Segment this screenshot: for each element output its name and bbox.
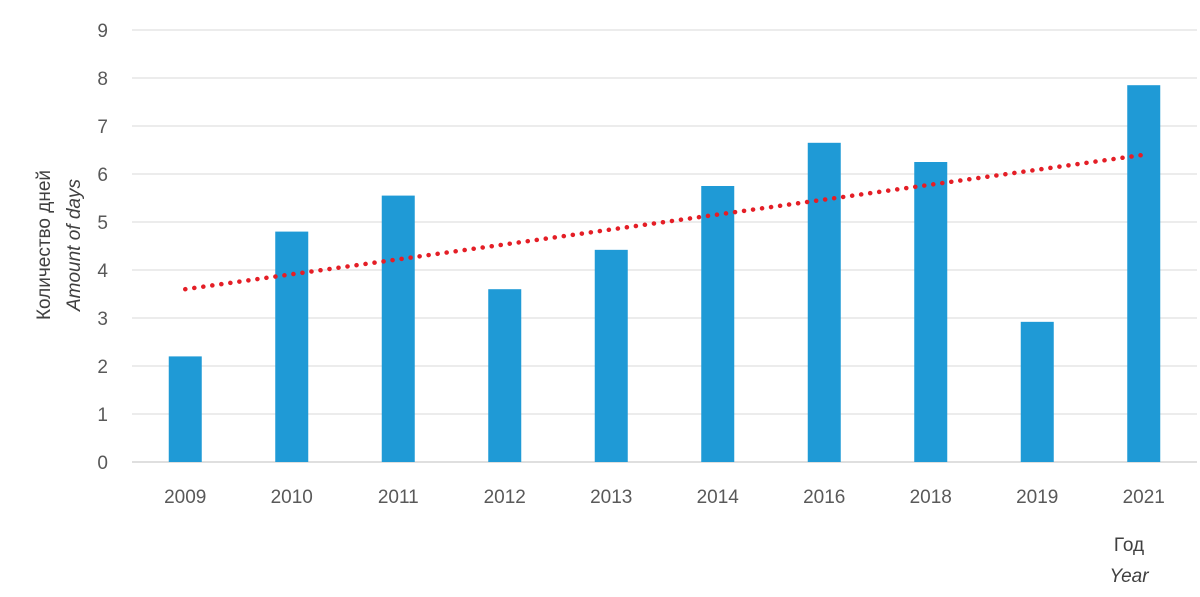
y-tick-label: 5	[97, 213, 108, 234]
x-tick-label: 2018	[910, 487, 952, 508]
bars	[168, 85, 1161, 463]
bar-2009	[168, 356, 202, 462]
bar-2021	[1127, 85, 1161, 462]
x-tick-label: 2012	[484, 487, 526, 508]
bar-2019	[1020, 321, 1054, 462]
x-tick-labels: 2009 2010 2011 2012 2013 2014 2016 2018 2019 2021	[164, 487, 1165, 508]
y-tick-label: 6	[97, 165, 108, 186]
bar-2011	[381, 195, 415, 462]
x-axis-title: Год Year	[1109, 535, 1149, 587]
x-tick-label: 2011	[378, 487, 419, 508]
y-axis-title-en: Amount of days	[64, 178, 85, 312]
x-axis-title-en: Year	[1109, 566, 1149, 587]
x-tick-label: 2010	[271, 487, 313, 508]
x-tick-label: 2016	[803, 487, 845, 508]
y-tick-label: 0	[97, 453, 108, 474]
bar-2016	[807, 142, 841, 463]
bar-2014	[701, 186, 735, 462]
x-tick-label: 2019	[1016, 487, 1058, 508]
y-axis-title-ru: Количество дней	[34, 170, 55, 320]
y-tick-label: 9	[97, 21, 108, 42]
x-tick-label: 2009	[164, 487, 206, 508]
bar-2013	[594, 249, 628, 462]
x-tick-label: 2021	[1123, 487, 1165, 508]
y-tick-label: 1	[97, 405, 108, 426]
y-tick-label: 8	[97, 69, 108, 90]
trendline	[183, 152, 1146, 292]
y-tick-labels: 0 1 2 3 4 5 6 7 8 9	[97, 21, 108, 474]
y-tick-label: 2	[97, 357, 108, 378]
bar-2018	[914, 162, 948, 462]
y-tick-label: 4	[97, 261, 108, 282]
bar-2010	[275, 231, 309, 462]
y-tick-label: 3	[97, 309, 108, 330]
y-axis-title: Количество дней Amount of days	[34, 170, 85, 320]
trendline-dotted	[183, 152, 1146, 292]
x-axis-title-ru: Год	[1114, 535, 1144, 556]
y-tick-label: 7	[97, 117, 108, 138]
x-tick-label: 2013	[590, 487, 632, 508]
x-tick-label: 2014	[697, 487, 740, 508]
bar-2012	[488, 289, 522, 462]
